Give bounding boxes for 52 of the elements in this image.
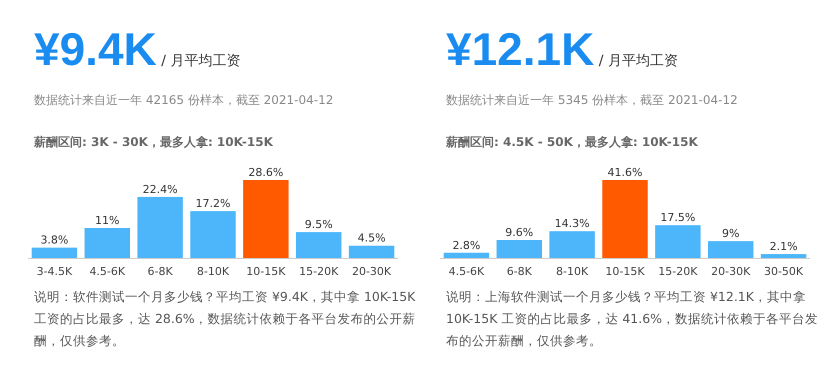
data-label: 2.1%: [770, 240, 798, 254]
bar: [32, 248, 78, 258]
x-tick-label: 4.5-6K: [89, 265, 126, 278]
bar: [549, 231, 595, 258]
x-tick-label: 6-8K: [506, 265, 533, 278]
text: 数据统计来自近一年 5345 份样本，截至 2021-04-12: [446, 92, 738, 109]
x-tick-label: 10-15K: [605, 265, 646, 278]
x-tick-label: 15-20K: [658, 265, 698, 278]
bar: [296, 232, 342, 258]
x-tick-label: 8-10K: [196, 265, 230, 278]
bar: [137, 196, 183, 258]
bar: [602, 180, 648, 258]
data-label: 4.5%: [358, 232, 386, 245]
x-tick-label: 8-10K: [556, 265, 590, 278]
x-tick-label: 15-20K: [299, 265, 340, 278]
data-label: 9%: [722, 227, 740, 240]
data-label: 14.3%: [554, 217, 590, 230]
text: 说明：上海软件测试一个月多少钱？平均工资 ¥12.1K，其中拿 10K-15K 工资的占比最多，达 41.6%，数据统计依赖于各平台发布的公开薪酬，仅供参考。: [446, 288, 820, 350]
text: 数据统计来自近一年 42165 份样本，截至 2021-04-12: [34, 92, 334, 109]
data-label: 28.6%: [248, 166, 284, 179]
data-label: 17.2%: [196, 197, 230, 210]
data-label: 9.6%: [505, 226, 534, 239]
data-label: 11%: [95, 214, 120, 227]
text: 薪酬区间: 3K - 30K，最多人拿: 10K-15K: [34, 134, 273, 151]
bar: [655, 225, 701, 258]
bar: [190, 211, 236, 258]
data-label: 9.5%: [304, 218, 333, 232]
text: 薪酬区间: 4.5K - 50K，最多人拿: 10K-15K: [446, 134, 698, 151]
x-tick-label: 4.5-6K: [448, 265, 486, 278]
text: 说明：软件测试一个月多少钱？平均工资 ¥9.4K，其中拿 10K-15K 工资的占比最多，达 28.6%，数据统计依赖于各平台发布的公开薪酬，仅供参考。: [34, 288, 417, 350]
data-label: 41.6%: [608, 166, 642, 179]
bar: [708, 241, 754, 258]
data-label: 17.5%: [660, 211, 696, 224]
x-tick-label: 10-15K: [246, 265, 286, 278]
x-tick-label: 30-50K: [764, 265, 804, 278]
data-label: 3.8%: [40, 234, 68, 247]
x-tick-label: 3-4.5K: [36, 265, 74, 278]
chart-title: ¥9.4K: [34, 23, 157, 75]
chart-subtitle: / 月平均工资: [598, 53, 678, 69]
bar: [348, 246, 394, 258]
bar: [496, 240, 542, 258]
x-tick-label: 20-30K: [711, 265, 752, 278]
chart-subtitle: / 月平均工资: [160, 53, 240, 69]
bar: [84, 228, 130, 258]
chart-title: ¥12.1K: [446, 23, 594, 75]
data-label: 2.8%: [452, 238, 480, 252]
bar: [243, 180, 289, 258]
bar: [444, 252, 490, 258]
x-tick-label: 6-8K: [148, 265, 174, 278]
data-label: 22.4%: [142, 182, 178, 196]
bar: [760, 254, 806, 258]
x-tick-label: 20-30K: [352, 265, 392, 278]
